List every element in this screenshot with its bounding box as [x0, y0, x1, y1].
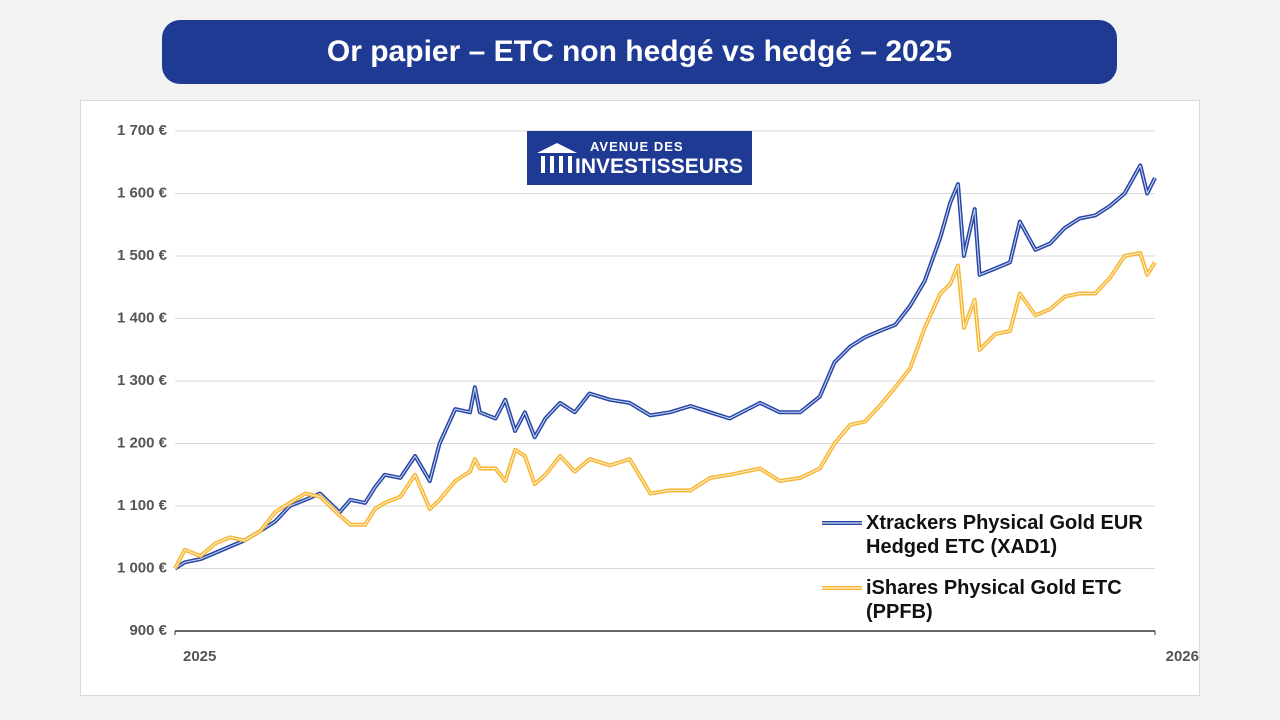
logo: AVENUE DES INVESTISSEURS — [527, 131, 752, 185]
logo-line: INVESTISSEURS — [575, 155, 744, 178]
chart-frame — [80, 100, 1200, 696]
line-highlight — [174, 164, 1156, 569]
logo-icon — [537, 143, 577, 173]
logo-line: AVENUE DES — [590, 139, 684, 154]
x-tick-label: 2026 — [1166, 648, 1199, 665]
y-tick-label: 1 200 € — [117, 434, 168, 451]
y-tick-label: 1 500 € — [117, 247, 168, 264]
y-tick-label: 1 000 € — [117, 559, 168, 576]
y-tick-label: 1 400 € — [117, 309, 168, 326]
y-tick-label: 1 600 € — [117, 184, 168, 201]
legend-label: Xtrackers Physical Gold EUR Hedged ETC (… — [866, 512, 1143, 558]
y-tick-label: 900 € — [129, 622, 167, 639]
y-tick-label: 1 700 € — [117, 122, 168, 139]
title-banner: Or papier – ETC non hedgé vs hedgé – 202… — [162, 20, 1117, 84]
x-tick-label: 2025 — [183, 648, 216, 665]
y-tick-label: 1 300 € — [117, 372, 168, 389]
series-line — [173, 163, 1157, 571]
y-tick-label: 1 100 € — [117, 497, 168, 514]
line-highlight — [174, 252, 1156, 569]
legend-label: iShares Physical Gold ETC (PPFB) — [866, 577, 1122, 623]
